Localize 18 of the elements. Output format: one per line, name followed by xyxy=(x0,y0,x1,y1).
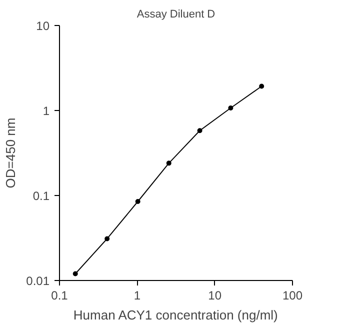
x-tick-label: 1 xyxy=(134,288,141,302)
y-tick-label: 10 xyxy=(36,19,50,33)
x-tick-label: 100 xyxy=(282,288,303,302)
y-tick-label: 0.1 xyxy=(32,189,50,203)
point xyxy=(197,128,202,134)
point xyxy=(135,199,140,204)
y-tick-label: 0.01 xyxy=(26,274,50,288)
x-axis-title: Human ACY1 concentration (ng/ml) xyxy=(73,308,278,322)
y-axis-title: OD=450 nm xyxy=(3,118,18,188)
point xyxy=(104,236,110,242)
point xyxy=(166,160,172,166)
point xyxy=(228,106,234,110)
x-tick-label: 10 xyxy=(208,288,222,302)
x-tick-label: 0.1 xyxy=(51,288,68,302)
point xyxy=(72,271,78,276)
point xyxy=(259,84,264,89)
y-tick-label: 1 xyxy=(42,104,50,118)
chart-title: Assay Diluent D xyxy=(136,8,216,20)
